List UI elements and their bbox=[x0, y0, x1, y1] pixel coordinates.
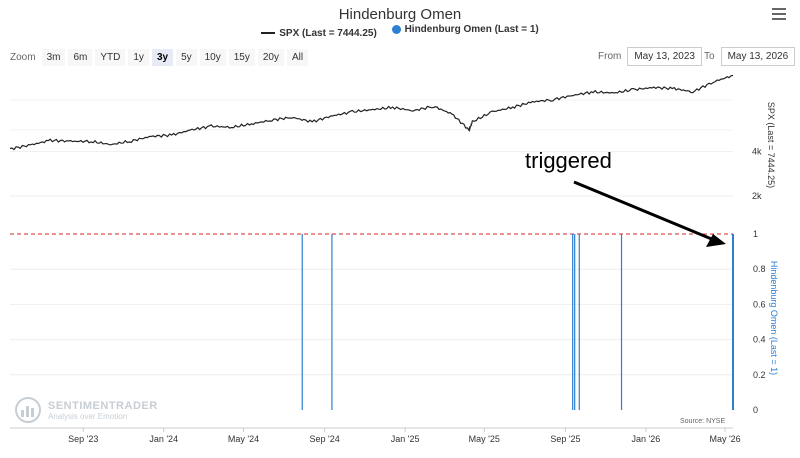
x-tick-label: Jan '26 bbox=[632, 434, 661, 444]
legend-item-spx[interactable]: SPX (Last = 7444.25) bbox=[261, 28, 377, 39]
omen-ytick-label: 0.2 bbox=[753, 370, 766, 380]
range-from-label: From bbox=[598, 51, 622, 62]
x-tick-label: Sep '24 bbox=[310, 434, 340, 444]
zoom-button-20y[interactable]: 20y bbox=[257, 49, 284, 66]
x-tick-label: Jan '24 bbox=[149, 434, 178, 444]
spx-ytick-label: 4k bbox=[752, 147, 762, 157]
range-from: From May 13, 2023 bbox=[598, 47, 702, 66]
legend-label-spx: SPX (Last = 7444.25) bbox=[279, 27, 377, 39]
legend-dot-icon bbox=[391, 25, 401, 34]
zoom-button-3m[interactable]: 3m bbox=[41, 49, 66, 66]
menu-icon[interactable] bbox=[772, 8, 786, 20]
annotation-arrow bbox=[573, 180, 726, 247]
range-to-label: To bbox=[704, 51, 715, 62]
zoom-button-3y[interactable]: 3y bbox=[151, 49, 174, 66]
omen-ytick-label: 1 bbox=[753, 229, 758, 239]
legend-line-icon bbox=[261, 32, 276, 34]
zoom-button-all[interactable]: All bbox=[287, 49, 309, 66]
source-note: Source: NYSE bbox=[680, 418, 726, 425]
zoom-label: Zoom bbox=[10, 52, 36, 63]
spx-axis-title: SPX (Last = 7444.25) bbox=[766, 102, 776, 188]
watermark-line2: Analysis over Emotion bbox=[48, 411, 128, 421]
zoom-button-6m[interactable]: 6m bbox=[68, 49, 93, 66]
watermark-chart-icon bbox=[15, 397, 41, 423]
x-tick-label: May '24 bbox=[228, 434, 259, 444]
omen-ytick-label: 0 bbox=[753, 405, 758, 415]
omen-axis-title: Hindenburg Omen (Last = 1) bbox=[769, 261, 779, 375]
spx-ytick-label: 2k bbox=[752, 191, 762, 201]
omen-ytick-label: 0.4 bbox=[753, 335, 766, 345]
watermark-line1: SENTIMENTRADER bbox=[48, 399, 158, 412]
zoom-button-ytd[interactable]: YTD bbox=[95, 49, 126, 66]
x-tick-label: Sep '25 bbox=[550, 434, 580, 444]
zoom-button-1y[interactable]: 1y bbox=[128, 49, 149, 66]
zoom-button-5y[interactable]: 5y bbox=[176, 49, 197, 66]
omen-ytick-label: 0.6 bbox=[753, 299, 766, 309]
range-to-input[interactable]: May 13, 2026 bbox=[720, 47, 796, 66]
annotation-text: triggered bbox=[525, 148, 612, 173]
zoom-button-10y[interactable]: 10y bbox=[199, 49, 226, 66]
range-from-input[interactable]: May 13, 2023 bbox=[627, 47, 702, 66]
range-to: To May 13, 2026 bbox=[704, 47, 796, 66]
chart-title: Hindenburg Omen bbox=[338, 6, 462, 23]
zoom-bar: Zoom 3m 6m YTD 1y 3y 5y 10y 15y 20y All bbox=[10, 49, 311, 66]
x-tick-label: May '26 bbox=[709, 434, 740, 444]
spx-series-line bbox=[9, 74, 734, 151]
x-tick-label: Sep '23 bbox=[68, 434, 98, 444]
zoom-button-15y[interactable]: 15y bbox=[228, 49, 255, 66]
x-tick-label: Jan '25 bbox=[391, 434, 420, 444]
x-tick-label: May '25 bbox=[469, 434, 500, 444]
legend-label-hindenburg: Hindenburg Omen (Last = 1) bbox=[404, 24, 539, 35]
legend: SPX (Last = 7444.25) Hindenburg Omen (La… bbox=[0, 24, 800, 39]
omen-ytick-label: 0.8 bbox=[753, 264, 766, 274]
legend-item-hindenburg[interactable]: Hindenburg Omen (Last = 1) bbox=[391, 24, 539, 35]
watermark-logo: SENTIMENTRADER Analysis over Emotion bbox=[14, 397, 158, 423]
